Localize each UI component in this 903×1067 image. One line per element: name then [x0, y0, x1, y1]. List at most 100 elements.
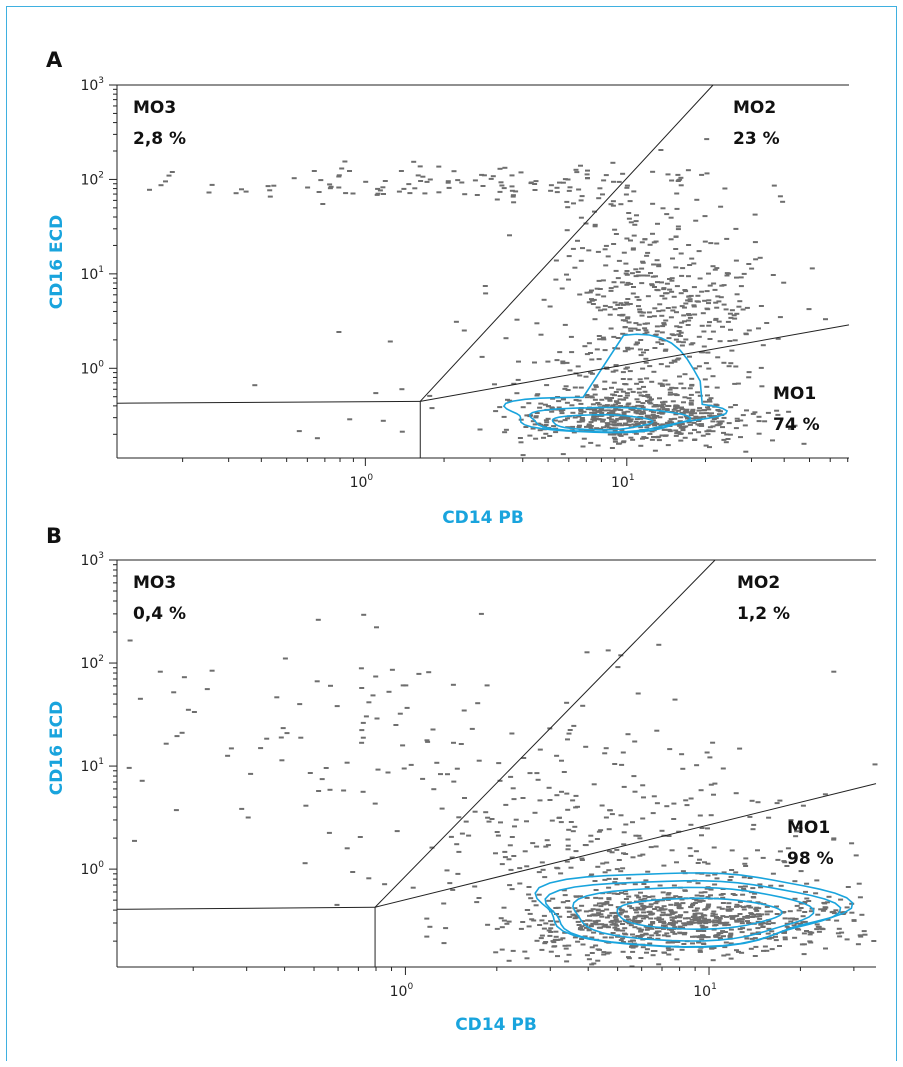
event-dot: [445, 180, 451, 183]
event-dot: [656, 310, 662, 313]
event-dot: [448, 835, 454, 838]
event-dot: [692, 935, 698, 938]
event-dot: [803, 890, 808, 893]
event-dot: [635, 400, 641, 403]
event-dot: [716, 409, 722, 412]
event-dot: [679, 408, 685, 410]
event-dot: [806, 900, 812, 902]
event-dot: [604, 916, 610, 919]
event-dot: [660, 899, 665, 902]
event-dot: [689, 918, 695, 921]
event-dot: [691, 421, 697, 424]
event-dot: [792, 880, 798, 883]
event-dot: [585, 177, 590, 180]
event-dot: [635, 271, 641, 273]
gate-line: [116, 400, 421, 404]
event-dot: [572, 416, 578, 419]
event-dot: [821, 901, 827, 904]
event-dot: [580, 920, 586, 923]
event-dot: [814, 928, 820, 931]
event-dot: [344, 761, 350, 764]
event-dot: [625, 348, 631, 351]
event-dot: [623, 933, 629, 936]
event-dot: [659, 314, 665, 317]
event-dot: [629, 272, 635, 275]
event-dot: [716, 420, 722, 423]
event-dot: [626, 957, 632, 960]
event-dot: [554, 920, 560, 923]
event-dot: [612, 440, 618, 443]
event-dot: [602, 308, 608, 311]
event-dot: [683, 799, 689, 802]
event-dot: [654, 927, 660, 930]
event-dot: [630, 939, 636, 942]
event-dot: [774, 802, 780, 805]
event-dot: [681, 314, 687, 317]
event-dot: [342, 160, 348, 163]
event-dot: [601, 953, 607, 956]
event-dot: [651, 370, 657, 373]
event-dot: [620, 378, 626, 380]
event-dot: [536, 422, 542, 425]
event-dot: [694, 417, 700, 419]
event-dot: [336, 186, 342, 189]
event-dot: [658, 921, 664, 923]
event-dot: [533, 180, 539, 183]
event-dot: [624, 186, 630, 189]
event-dot: [607, 433, 613, 436]
event-dot: [619, 415, 625, 418]
event-dot: [851, 919, 857, 922]
event-dot: [668, 361, 674, 364]
event-dot: [595, 293, 601, 296]
event-dot: [573, 895, 579, 898]
event-dot: [650, 232, 655, 235]
event-dot: [638, 891, 643, 894]
event-dot: [524, 414, 530, 417]
event-dot: [557, 915, 563, 918]
event-dot: [666, 892, 672, 895]
panel-letter: A: [46, 48, 63, 72]
event-dot: [781, 860, 787, 863]
event-dot: [746, 376, 752, 379]
event-dot: [284, 732, 290, 735]
event-dot: [738, 285, 744, 288]
event-dot: [699, 938, 705, 941]
event-dot: [654, 330, 660, 333]
event-dot: [578, 410, 584, 412]
event-dot: [523, 426, 529, 428]
event-dot: [672, 417, 678, 420]
event-dot: [855, 943, 861, 946]
event-dot: [651, 405, 657, 408]
event-dot: [594, 923, 600, 926]
event-dot: [640, 437, 645, 440]
event-dot: [597, 948, 602, 951]
event-dot: [696, 409, 702, 412]
event-dot: [556, 400, 562, 403]
event-dot: [837, 935, 843, 938]
event-dot: [684, 411, 690, 414]
event-dot: [659, 281, 664, 284]
event-dot: [363, 715, 369, 718]
event-dot: [741, 908, 747, 911]
event-dot: [704, 172, 710, 175]
event-dot: [553, 431, 559, 434]
event-dot: [699, 916, 705, 918]
event-dot: [584, 425, 589, 428]
event-dot: [604, 367, 610, 370]
event-dot: [718, 922, 724, 925]
event-dot: [760, 856, 766, 859]
event-dot: [751, 913, 757, 916]
event-dot: [619, 763, 625, 766]
event-dot: [710, 265, 716, 268]
event-dot: [697, 858, 702, 861]
event-dot: [724, 433, 730, 436]
event-dot: [699, 173, 705, 176]
event-dot: [692, 912, 698, 915]
event-dot: [620, 751, 626, 754]
event-dot: [801, 442, 807, 445]
event-dot: [695, 862, 701, 864]
event-dot: [746, 904, 752, 907]
event-dot: [798, 907, 804, 909]
event-dot: [630, 292, 636, 295]
event-dot: [350, 192, 356, 195]
